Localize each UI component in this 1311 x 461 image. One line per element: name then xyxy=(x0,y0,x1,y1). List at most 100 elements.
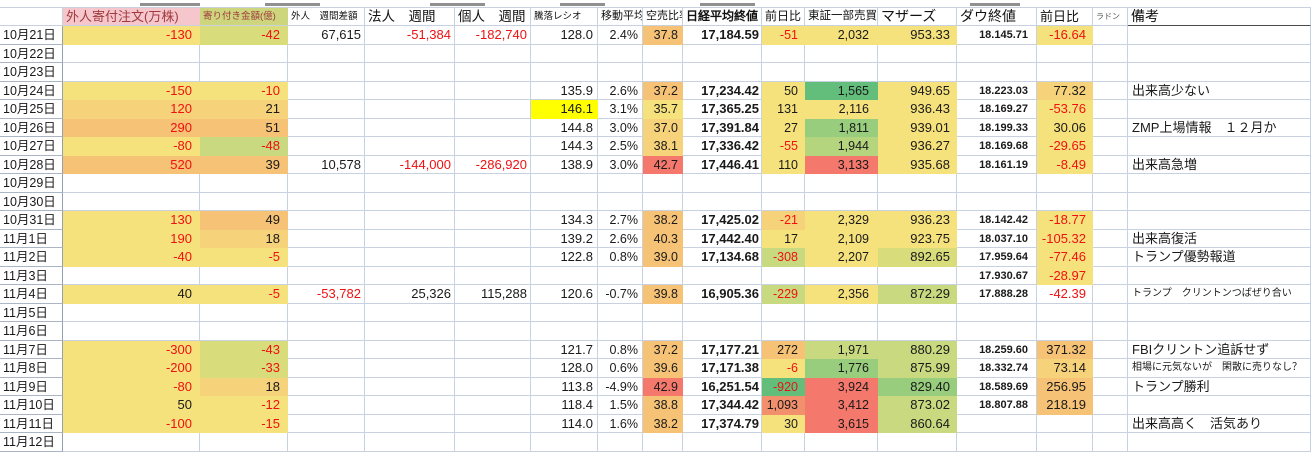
cell-nkdiff[interactable] xyxy=(762,44,805,63)
cell-hojin[interactable] xyxy=(365,303,455,322)
header-hojin[interactable]: 法人 週間 xyxy=(365,8,455,26)
cell-c[interactable] xyxy=(200,192,288,211)
header-biko[interactable]: 備考 xyxy=(1128,8,1311,26)
cell-b[interactable]: -200 xyxy=(63,359,200,378)
cell-b[interactable] xyxy=(63,63,200,82)
cell-radon[interactable] xyxy=(1093,359,1128,378)
cell-ratio[interactable]: 135.9 xyxy=(531,81,598,100)
cell-c[interactable]: -12 xyxy=(200,396,288,415)
cell-dowdiff[interactable]: -77.46 xyxy=(1037,248,1093,267)
cell-tosho[interactable]: 3,133 xyxy=(805,155,878,174)
cell-dow[interactable]: 17.888.28 xyxy=(957,285,1037,304)
cell-radon[interactable] xyxy=(1093,211,1128,230)
cell-nikkei[interactable] xyxy=(683,266,762,285)
cell-biko[interactable]: 出来高急増 xyxy=(1128,155,1311,174)
header-nkdiff[interactable]: 前日比 xyxy=(762,8,805,26)
date-cell[interactable]: 11月7日 xyxy=(0,340,63,359)
cell-radon[interactable] xyxy=(1093,340,1128,359)
cell-nikkei[interactable] xyxy=(683,433,762,452)
cell-radon[interactable] xyxy=(1093,433,1128,452)
date-cell[interactable]: 10月26日 xyxy=(0,118,63,137)
cell-ma[interactable]: 0.6% xyxy=(598,359,643,378)
cell-ratio[interactable]: 128.0 xyxy=(531,359,598,378)
cell-mothers[interactable]: 936.27 xyxy=(878,137,957,156)
cell-nikkei[interactable]: 17,177.21 xyxy=(683,340,762,359)
cell-nikkei[interactable]: 17,184.59 xyxy=(683,26,762,45)
cell-short[interactable]: 37.2 xyxy=(643,81,683,100)
cell-biko[interactable]: トランプ優勢報道 xyxy=(1128,248,1311,267)
cell-hojin[interactable] xyxy=(365,414,455,433)
cell-radon[interactable] xyxy=(1093,137,1128,156)
cell-gaijin[interactable] xyxy=(288,377,365,396)
cell-ma[interactable]: -4.9% xyxy=(598,377,643,396)
cell-radon[interactable] xyxy=(1093,414,1128,433)
cell-hojin[interactable] xyxy=(365,322,455,341)
cell-nikkei[interactable] xyxy=(683,322,762,341)
cell-kojin[interactable]: -286,920 xyxy=(455,155,531,174)
cell-mothers[interactable]: 829.40 xyxy=(878,377,957,396)
cell-biko[interactable] xyxy=(1128,322,1311,341)
cell-short[interactable]: 37.0 xyxy=(643,118,683,137)
cell-ma[interactable]: 3.0% xyxy=(598,118,643,137)
cell-mothers[interactable]: 880.29 xyxy=(878,340,957,359)
cell-mothers[interactable] xyxy=(878,44,957,63)
cell-short[interactable]: 39.8 xyxy=(643,285,683,304)
date-cell[interactable]: 11月9日 xyxy=(0,377,63,396)
cell-gaijin[interactable] xyxy=(288,192,365,211)
cell-hojin[interactable]: -51,384 xyxy=(365,26,455,45)
cell-dow[interactable]: 18.807.88 xyxy=(957,396,1037,415)
cell-dow[interactable]: 18.142.42 xyxy=(957,211,1037,230)
cell-kojin[interactable] xyxy=(455,303,531,322)
cell-hojin[interactable] xyxy=(365,63,455,82)
cell-mothers[interactable]: 923.75 xyxy=(878,229,957,248)
cell-ratio[interactable]: 121.7 xyxy=(531,340,598,359)
cell-tosho[interactable]: 3,412 xyxy=(805,396,878,415)
cell-dowdiff[interactable] xyxy=(1037,44,1093,63)
cell-mothers[interactable] xyxy=(878,63,957,82)
cell-ratio[interactable]: 139.2 xyxy=(531,229,598,248)
cell-short[interactable] xyxy=(643,192,683,211)
header-mothers[interactable]: マザーズ xyxy=(878,8,957,26)
cell-ma[interactable] xyxy=(598,433,643,452)
cell-ma[interactable]: 2.7% xyxy=(598,211,643,230)
cell-kojin[interactable] xyxy=(455,211,531,230)
cell-ma[interactable] xyxy=(598,192,643,211)
date-cell[interactable]: 11月5日 xyxy=(0,303,63,322)
cell-nikkei[interactable] xyxy=(683,44,762,63)
cell-mothers[interactable]: 936.23 xyxy=(878,211,957,230)
cell-radon[interactable] xyxy=(1093,44,1128,63)
header-corner[interactable] xyxy=(0,8,63,26)
cell-c[interactable]: 39 xyxy=(200,155,288,174)
cell-radon[interactable] xyxy=(1093,100,1128,119)
cell-tosho[interactable]: 1,565 xyxy=(805,81,878,100)
cell-radon[interactable] xyxy=(1093,322,1128,341)
cell-short[interactable] xyxy=(643,266,683,285)
cell-short[interactable] xyxy=(643,63,683,82)
cell-dow[interactable] xyxy=(957,414,1037,433)
cell-dowdiff[interactable]: -28.97 xyxy=(1037,266,1093,285)
cell-dow[interactable]: 18.259.60 xyxy=(957,340,1037,359)
cell-nkdiff[interactable]: 131 xyxy=(762,100,805,119)
cell-biko[interactable]: 出来高復活 xyxy=(1128,229,1311,248)
cell-nkdiff[interactable] xyxy=(762,174,805,193)
cell-c[interactable]: -42 xyxy=(200,26,288,45)
cell-nikkei[interactable]: 17,425.02 xyxy=(683,211,762,230)
cell-dow[interactable] xyxy=(957,174,1037,193)
cell-nikkei[interactable]: 17,134.68 xyxy=(683,248,762,267)
cell-dow[interactable] xyxy=(957,433,1037,452)
cell-hojin[interactable] xyxy=(365,100,455,119)
cell-tosho[interactable] xyxy=(805,322,878,341)
cell-nkdiff[interactable]: -229 xyxy=(762,285,805,304)
header-tosho[interactable]: 東証一部売買 xyxy=(805,8,878,26)
cell-b[interactable]: -40 xyxy=(63,248,200,267)
cell-tosho[interactable]: 2,109 xyxy=(805,229,878,248)
cell-kojin[interactable] xyxy=(455,81,531,100)
header-gaijin[interactable]: 外人 週間差額 xyxy=(288,8,365,26)
cell-kojin[interactable] xyxy=(455,322,531,341)
cell-hojin[interactable] xyxy=(365,137,455,156)
cell-kojin[interactable] xyxy=(455,174,531,193)
cell-radon[interactable] xyxy=(1093,63,1128,82)
cell-dowdiff[interactable]: -29.65 xyxy=(1037,137,1093,156)
cell-ma[interactable] xyxy=(598,44,643,63)
cell-nkdiff[interactable]: 272 xyxy=(762,340,805,359)
